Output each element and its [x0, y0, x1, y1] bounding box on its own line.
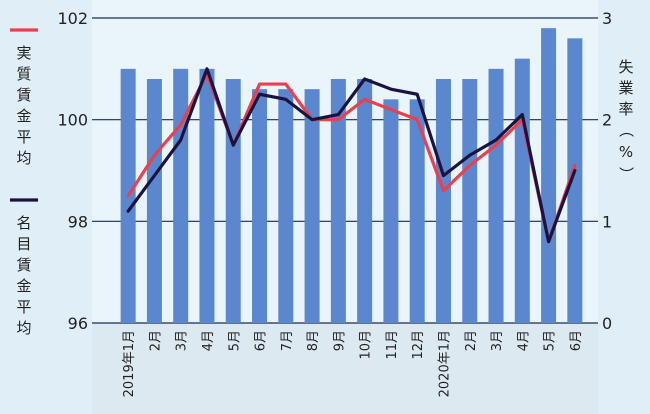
x-tick-label: 2月	[464, 330, 479, 351]
y2-tick-label: 1	[602, 212, 612, 231]
bar	[304, 89, 320, 324]
bar	[488, 68, 504, 323]
x-tick-label: 9月	[332, 330, 347, 351]
y-tick-label: 102	[57, 9, 88, 28]
x-tick-label: 4月	[516, 330, 531, 351]
legend-label-char: 名	[16, 214, 31, 232]
legend-label-char: 実	[16, 44, 31, 62]
bar	[173, 68, 189, 323]
x-tick-label: 2020年1月	[437, 330, 452, 397]
x-tick-label: 3月	[490, 330, 505, 351]
x-tick-label: 8月	[306, 330, 321, 351]
x-tick-label: 5月	[227, 330, 242, 351]
bar	[462, 79, 478, 323]
x-tick-label: 10月	[359, 330, 374, 360]
legend-label-char: 平	[16, 298, 31, 316]
x-tick-label: 2月	[148, 330, 163, 351]
y-tick-label: 100	[57, 111, 88, 130]
y2-label-char: 率	[618, 100, 633, 118]
legend-label-char: 賃	[16, 86, 31, 104]
y2-label-char: ）	[617, 166, 635, 181]
bar	[541, 28, 557, 324]
x-tick-label: 12月	[411, 330, 426, 360]
legend-label-char: 金	[16, 277, 31, 295]
bar	[199, 68, 215, 323]
x-tick-label: 5月	[543, 330, 558, 351]
bar	[514, 58, 530, 324]
bar	[435, 79, 451, 323]
legend-label-char: 賃	[16, 256, 31, 274]
bar	[567, 38, 583, 323]
y2-tick-label: 2	[602, 111, 612, 130]
bar	[278, 89, 294, 324]
legend-label-char: 質	[16, 65, 31, 83]
legend-label-char: 均	[16, 319, 31, 337]
y2-label-char: （	[617, 122, 635, 137]
y2-label-char: 失	[618, 58, 633, 76]
bar	[146, 79, 162, 323]
legend-label-char: 目	[16, 235, 31, 253]
legend-label-char: 金	[16, 107, 31, 125]
x-tick-label: 4月	[201, 330, 216, 351]
series-line	[126, 67, 577, 244]
bar	[357, 79, 373, 323]
x-tick-label: 6月	[569, 330, 584, 351]
right-axis-panel	[598, 0, 650, 414]
bar	[330, 79, 346, 323]
y2-label-char: 業	[618, 79, 633, 97]
y2-tick-label: 0	[602, 314, 612, 333]
x-tick-label: 6月	[254, 330, 269, 351]
left-axis-panel	[0, 0, 92, 414]
bar	[225, 79, 241, 323]
x-axis-panel	[92, 323, 598, 414]
y-tick-label: 98	[68, 212, 88, 231]
y2-label-char: %	[619, 143, 633, 161]
y-tick-label: 96	[68, 314, 88, 333]
bar	[252, 89, 268, 324]
legend-label-char: 平	[16, 128, 31, 146]
bar	[409, 99, 425, 323]
x-tick-label: 3月	[175, 330, 190, 351]
x-tick-label: 7月	[280, 330, 295, 351]
x-tick-label: 2019年1月	[122, 330, 137, 397]
x-tick-label: 11月	[385, 330, 400, 360]
legend-label-char: 均	[16, 149, 31, 167]
y2-tick-label: 3	[602, 9, 612, 28]
bar	[383, 99, 399, 323]
